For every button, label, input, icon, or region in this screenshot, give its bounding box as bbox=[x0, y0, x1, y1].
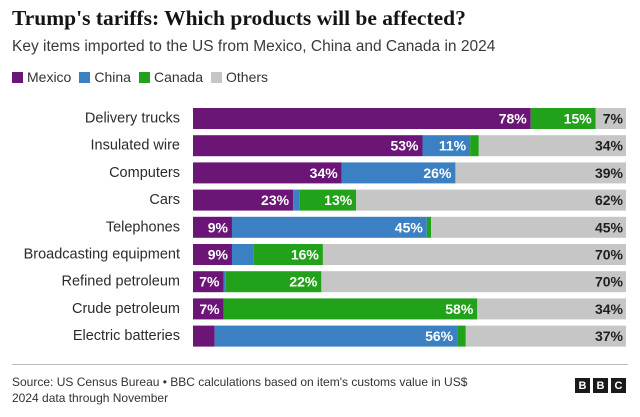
source-note: Source: US Census Bureau • BBC calculati… bbox=[12, 375, 532, 406]
bar-segment-canada bbox=[299, 189, 357, 211]
legend-label-canada: Canada bbox=[153, 69, 203, 85]
bar-segment-others bbox=[455, 162, 626, 184]
legend-label-others: Others bbox=[226, 69, 269, 85]
bbc-logo-letter: B bbox=[575, 378, 590, 393]
data-label-mexico: 23% bbox=[261, 192, 290, 208]
bar-segment-canada bbox=[457, 325, 466, 347]
legend-swatch-china bbox=[79, 71, 91, 83]
bar-segment-mexico bbox=[193, 162, 342, 184]
legend-item-others: Others bbox=[211, 69, 268, 85]
legend: Mexico China Canada Others bbox=[12, 68, 276, 86]
category-label: Crude petroleum bbox=[72, 301, 180, 317]
bar-segment-canada bbox=[426, 216, 432, 238]
footer-divider bbox=[12, 364, 628, 365]
data-label-others: 34% bbox=[595, 301, 624, 317]
data-label-others: 37% bbox=[595, 328, 624, 344]
data-label-mexico: 53% bbox=[390, 138, 419, 154]
stacked-bar-chart: Delivery trucks 78% 15% 7% Insulated wire 53%… bbox=[24, 108, 626, 347]
bar-segment-china bbox=[231, 244, 254, 265]
bar-segment-canada bbox=[225, 271, 322, 293]
data-label-others: 34% bbox=[595, 138, 624, 154]
bar-segment-others bbox=[477, 298, 626, 320]
bar-segment-mexico bbox=[193, 298, 224, 320]
category-label: Electric batteries bbox=[73, 328, 180, 344]
data-label-others: 70% bbox=[595, 247, 624, 263]
bar-segment-china bbox=[293, 189, 300, 211]
bar-segment-mexico bbox=[193, 108, 531, 129]
data-label-others: 39% bbox=[595, 165, 624, 181]
bbc-logo-letter: C bbox=[611, 378, 626, 393]
category-label: Broadcasting equipment bbox=[24, 247, 180, 263]
data-label-others: 45% bbox=[595, 219, 624, 235]
bar-segment-others bbox=[465, 325, 626, 347]
data-label-canada: 22% bbox=[289, 274, 318, 290]
bbc-logo: B B C bbox=[575, 378, 626, 393]
data-label-mexico: 34% bbox=[310, 165, 339, 181]
data-label-canada: 16% bbox=[291, 247, 320, 263]
bar-segment-mexico bbox=[193, 189, 294, 211]
data-label-canada: 15% bbox=[564, 111, 593, 127]
legend-item-mexico: Mexico bbox=[12, 69, 71, 85]
bar-segment-china bbox=[341, 162, 456, 184]
data-label-china: 56% bbox=[425, 328, 454, 344]
data-label-china: 26% bbox=[423, 165, 452, 181]
bar-segment-others bbox=[356, 189, 626, 211]
data-label-mexico: 9% bbox=[208, 219, 229, 235]
bar-segment-china bbox=[231, 216, 427, 238]
bar-segment-others bbox=[322, 244, 626, 265]
chart-title: Trump's tariffs: Which products will be … bbox=[12, 6, 466, 30]
legend-swatch-canada bbox=[138, 71, 150, 83]
data-label-china: 11% bbox=[439, 138, 467, 154]
data-label-others: 62% bbox=[595, 192, 624, 208]
legend-label-mexico: Mexico bbox=[27, 69, 72, 85]
bar-segment-others bbox=[595, 108, 626, 129]
bar-segment-mexico bbox=[193, 135, 423, 157]
data-label-canada: 13% bbox=[324, 192, 353, 208]
bar-segment-canada bbox=[530, 108, 596, 129]
legend-swatch-mexico bbox=[12, 71, 23, 83]
legend-swatch-others bbox=[211, 71, 222, 83]
source-line-1: Source: US Census Bureau • BBC calculati… bbox=[12, 375, 468, 389]
bar-segment-canada bbox=[223, 298, 478, 320]
data-label-others: 70% bbox=[595, 274, 624, 290]
data-label-mexico: 7% bbox=[199, 301, 220, 317]
legend-item-china: China bbox=[79, 69, 131, 85]
bar-segment-mexico bbox=[193, 244, 232, 265]
bar-segment-mexico bbox=[193, 325, 215, 347]
data-label-china: 45% bbox=[395, 219, 424, 235]
source-line-2: 2024 data through November bbox=[12, 390, 169, 405]
category-label: Computers bbox=[109, 165, 180, 181]
bar-segment-canada bbox=[253, 244, 323, 265]
data-label-mexico: 78% bbox=[499, 111, 528, 127]
legend-label-china: China bbox=[94, 69, 131, 85]
data-label-mexico: 7% bbox=[199, 274, 220, 290]
data-label-canada: 58% bbox=[445, 301, 474, 317]
data-label-others: 7% bbox=[603, 111, 624, 127]
category-label: Cars bbox=[149, 192, 180, 208]
category-label: Telephones bbox=[106, 219, 180, 235]
category-label: Insulated wire bbox=[91, 138, 180, 154]
bar-segment-china bbox=[223, 271, 226, 293]
bar-segment-mexico bbox=[193, 216, 232, 238]
category-label: Refined petroleum bbox=[62, 274, 181, 290]
data-label-mexico: 9% bbox=[208, 247, 229, 263]
bbc-logo-letter: B bbox=[593, 378, 608, 393]
bar-segment-others bbox=[431, 216, 626, 238]
category-label: Delivery trucks bbox=[85, 111, 180, 127]
bar-segment-others bbox=[478, 135, 626, 157]
bar-segment-china bbox=[214, 325, 458, 347]
bar-segment-china bbox=[422, 135, 471, 157]
bar-segment-others bbox=[321, 271, 626, 293]
legend-item-canada: Canada bbox=[138, 69, 203, 85]
chart-subtitle: Key items imported to the US from Mexico… bbox=[12, 38, 496, 55]
bar-segment-canada bbox=[470, 135, 479, 157]
bar-segment-mexico bbox=[193, 271, 224, 293]
